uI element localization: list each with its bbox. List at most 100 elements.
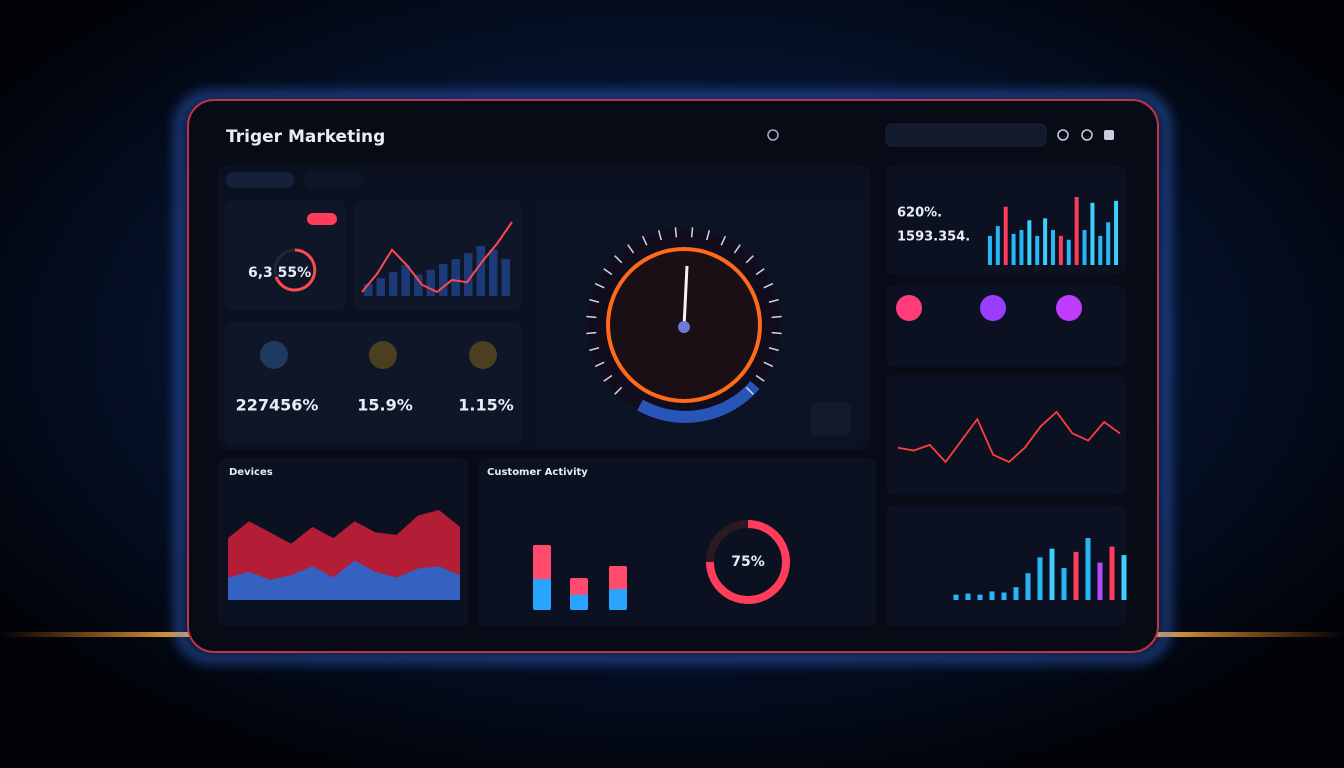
area [228,560,460,600]
bar [1037,557,1043,600]
bar [1027,220,1032,265]
bar [1061,567,1067,600]
gauge-tick [657,230,662,241]
kpi-card [224,200,346,310]
bar [1097,562,1103,600]
bar [1035,235,1040,265]
gauge-tick [763,361,774,368]
profile-icon[interactable] [1081,129,1093,141]
stat-value: 1.15% [458,396,514,415]
gauge-hub [678,321,690,333]
bar [1001,592,1007,600]
stat-icon [369,341,397,369]
gauge-arc [637,380,760,423]
kpi-ring [274,248,317,292]
bar [1121,555,1127,600]
stat-value: 15.9% [357,396,413,415]
bar [439,263,448,296]
bar [389,272,398,296]
bar [376,278,385,296]
bar [1090,202,1095,265]
bar [401,265,410,296]
tab[interactable] [304,172,364,188]
gauge-tick [755,268,765,276]
gauge-tick [594,361,605,368]
donut-arc [706,520,790,604]
menu-icon[interactable] [1104,130,1114,140]
bar [1114,200,1119,265]
bar [1106,222,1111,265]
app-title: Triger Marketing [226,127,385,147]
gauge-tick [586,315,597,319]
gauge-tick [768,347,779,352]
bar [987,235,992,265]
bar [953,594,959,600]
bar [1085,538,1091,600]
gauge-tick [627,244,635,254]
gauge-tick [745,386,754,395]
bar [995,226,1000,265]
bar [414,274,423,296]
summary-value: 620%. [897,206,942,221]
kpi-value: 6,3 55% [248,265,311,281]
bar [1043,218,1048,265]
bar [989,591,995,600]
channel-icon [1056,295,1082,321]
stat-value: 227456% [236,396,319,415]
gauge-tick [589,347,600,352]
channel-icon [980,295,1006,321]
bar [1051,230,1055,265]
gauge-tick [594,282,605,289]
tab[interactable] [226,172,294,188]
search-box[interactable] [885,123,1047,147]
channels-panel [886,285,1126,367]
gauge-tick [763,282,774,289]
bar [1074,197,1079,265]
bar [1049,548,1055,600]
bar [489,249,498,296]
gauge-tick [603,268,613,276]
wave-panel [886,375,1126,495]
bar [1013,587,1019,600]
bar [1098,235,1103,265]
bar [501,259,510,296]
notification-icon[interactable] [1057,129,1069,141]
bar [451,259,460,296]
bar [426,269,435,296]
gauge-tick [768,298,779,303]
gauge-tick [586,331,597,335]
gauge-tick [771,331,782,335]
gauge-tick [614,255,623,264]
gauge-button[interactable] [811,402,851,436]
gauge-tick [603,374,613,382]
trend-line [361,221,513,294]
gauge-tick [771,315,782,319]
gauge-tick [690,227,694,238]
stat-icon [469,341,497,369]
bar [1011,233,1016,265]
bar [464,253,473,296]
bar [570,578,588,610]
bar [977,594,983,600]
bar [476,246,485,296]
bar [1025,573,1031,600]
gauge-tick [755,374,765,382]
bar [533,545,551,610]
stats-card [224,322,522,444]
wave-line [897,410,1121,464]
bar [1066,239,1071,265]
device-glow [175,91,1171,663]
gauge [588,229,780,423]
bar [609,566,627,610]
badge [307,213,337,225]
summary-value: 1593.354. [897,230,970,245]
stat-icon [260,341,288,369]
channel-icon [896,295,922,321]
search-icon[interactable] [767,129,779,141]
gauge-tick [589,298,600,303]
gauge-tick [674,227,678,238]
gauge-needle [682,265,689,328]
bar [1019,230,1024,265]
gauge-tick [614,386,623,395]
